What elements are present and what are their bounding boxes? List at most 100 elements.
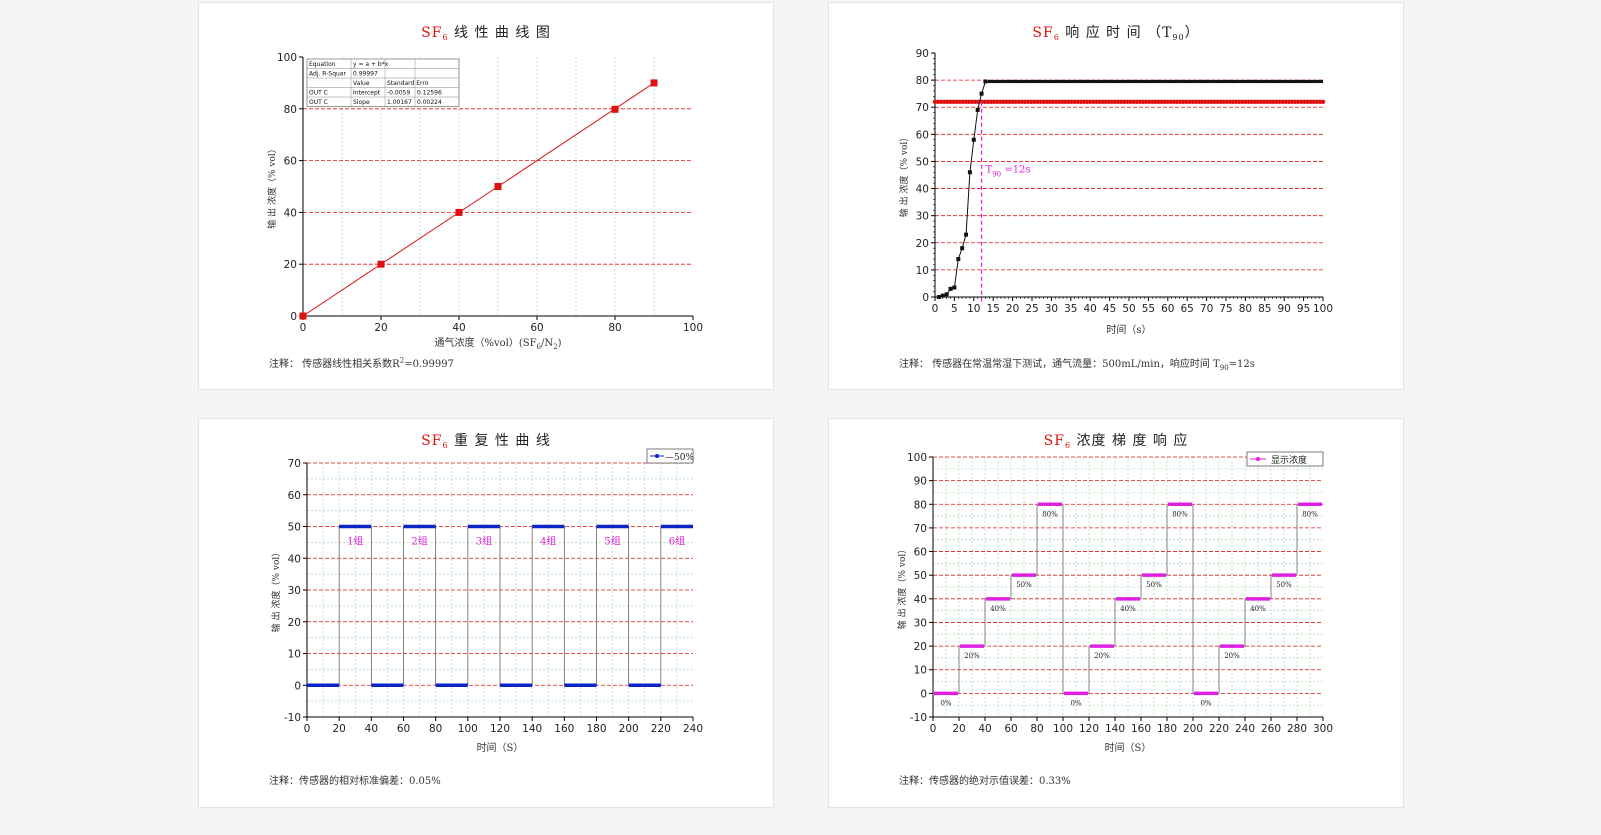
x-tick-label: 80 (608, 322, 621, 334)
x-tick-label: 100 (683, 322, 703, 334)
data-point-reference (951, 99, 956, 105)
y-tick-label: 60 (914, 547, 927, 559)
data-point-response (1037, 79, 1041, 84)
data-point-response (1043, 79, 1047, 84)
data-point-reference (1320, 99, 1326, 105)
data-point-reference (1069, 99, 1074, 105)
x-tick-label: 180 (1157, 723, 1177, 735)
data-point-reference (1156, 99, 1161, 105)
data-point-reference (1199, 99, 1205, 105)
y-tick-label: -10 (910, 712, 927, 724)
data-point-response (979, 91, 984, 96)
data-point-response (936, 295, 941, 299)
data-point-response (1136, 79, 1140, 84)
data-point-response (1279, 79, 1283, 84)
data-point-reference (1178, 99, 1183, 105)
step-label: 40% (990, 605, 1006, 613)
data-point-reference (1202, 99, 1208, 105)
data-point-reference (1190, 99, 1195, 105)
x-tick-label: 260 (1261, 723, 1281, 735)
data-point-reference (1246, 99, 1251, 105)
series-line (307, 526, 693, 686)
data-point-response (1186, 79, 1190, 84)
data-point-response (1028, 79, 1032, 84)
data-point-response (1208, 79, 1212, 84)
data-point-reference (1106, 99, 1112, 105)
data-point-reference (1196, 99, 1202, 105)
data-point-reference (945, 99, 950, 105)
step-label: 50% (1016, 581, 1032, 589)
data-point-reference (1122, 99, 1127, 105)
data-point-response (1260, 79, 1265, 84)
x-tick-label: 240 (683, 723, 703, 735)
data-point-response (1062, 79, 1066, 84)
data-point-reference (1056, 99, 1062, 105)
data-point-reference (1193, 99, 1198, 105)
data-point-reference (1311, 99, 1316, 105)
y-tick-label: 40 (284, 207, 297, 219)
data-point-response (1096, 79, 1100, 84)
data-point-response (1105, 79, 1109, 84)
fit-table-cell: Intercept (353, 90, 381, 97)
fit-table-cell: Standard Erro (387, 80, 429, 87)
x-tick-label: 60 (530, 322, 543, 334)
data-point-reference (1047, 99, 1053, 105)
data-point-reference (1233, 99, 1239, 105)
data-point-response (1167, 79, 1171, 84)
data-point-reference (1032, 99, 1037, 105)
data-point-response (1133, 79, 1137, 84)
data-point-reference (1317, 99, 1323, 105)
fit-table-cell: Slope (353, 99, 370, 106)
data-point-reference (1255, 99, 1261, 105)
data-point-response (1164, 79, 1168, 84)
x-tick-label: 15 (987, 303, 1000, 315)
data-point-reference (1271, 99, 1276, 105)
data-point-reference (1109, 99, 1115, 105)
y-tick-label: 20 (916, 238, 929, 250)
data-point-reference (1119, 99, 1124, 105)
chart-panel-linearity: SF6 线 性 曲 线 图 0 20 40 60 80 100 0 20 40 60 80 100 输 出… (198, 2, 774, 390)
x-tick-label: 70 (1200, 303, 1213, 315)
data-point-response (1142, 79, 1147, 84)
fit-table-cell: Adj. R-Squar (309, 71, 346, 78)
data-point-reference (997, 99, 1003, 105)
data-point-reference (1230, 99, 1236, 105)
data-point-reference (991, 99, 997, 105)
data-point-response (1282, 79, 1286, 84)
data-point (455, 208, 463, 216)
fit-table-cell: Value (353, 80, 370, 87)
data-point-reference (957, 99, 963, 105)
y-tick-label: 20 (914, 641, 927, 653)
fit-table-cell: OUT C (309, 99, 328, 106)
chart-panel-response-time: SF6 响 应 时 间 （T90） 0 5 10 15 20 25 30 35 40 45 50 55 6… (828, 2, 1404, 390)
x-tick-label: 300 (1313, 723, 1333, 735)
data-point-reference (948, 99, 953, 105)
data-point-response (990, 79, 995, 84)
x-tick-label: 5 (951, 303, 958, 315)
chart-note: 注释：传感器的绝对示值误差：0.33% (899, 776, 1071, 787)
data-point-response (1077, 79, 1081, 84)
data-point-response (997, 79, 1001, 84)
data-point-reference (1218, 99, 1223, 105)
data-point-response (1139, 79, 1144, 84)
fit-line (302, 82, 655, 317)
x-tick-label: 45 (1103, 303, 1116, 315)
repeatability-chart: SF6 重 复 性 曲 线0 20 40 60 80 100 120 140 160 180 200… (270, 432, 703, 754)
data-point-response (1149, 79, 1153, 84)
data-point-response (1015, 79, 1019, 84)
x-axis-label: 时间（S） (477, 741, 524, 754)
data-point-response (1111, 79, 1116, 84)
data-point-response (1220, 79, 1224, 84)
data-point-response (1074, 79, 1078, 84)
step-label: 80% (1172, 510, 1188, 518)
step-label: 0% (1200, 699, 1211, 707)
data-point-reference (994, 99, 1000, 105)
data-point-reference (1072, 99, 1077, 105)
data-point-response (1021, 79, 1026, 84)
data-point-response (1031, 79, 1035, 84)
x-tick-label: 90 (1278, 303, 1291, 315)
data-point-reference (939, 99, 944, 105)
x-tick-label: 120 (1079, 723, 1099, 735)
data-point-response (1000, 79, 1004, 84)
data-point-reference (1103, 99, 1108, 105)
